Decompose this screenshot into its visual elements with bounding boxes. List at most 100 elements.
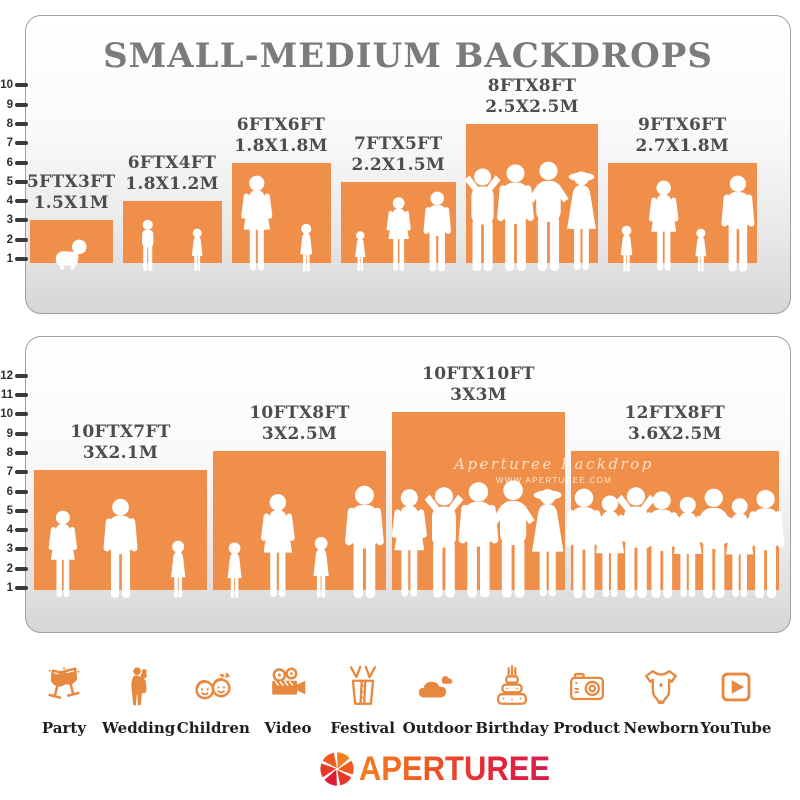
panel-bottom-backdrops: 1 2 3 4 5 6 7 8 9 10 11 12 10FTX7FT 3X2.1M 10FTX8FT 3X… [0, 336, 791, 633]
bar-size-m: 2.5X2.5M [485, 96, 579, 117]
people-silhouettes [141, 219, 203, 272]
ruler-tick-label: 6 [6, 485, 13, 498]
people-silhouettes [227, 485, 385, 598]
ruler-tick-mark [15, 218, 28, 223]
backdrop-bar-5ftx3ft: 5FTX3FT 1.5X1M [27, 172, 115, 271]
bar-size-label: 12FTX8FT 3.6X2.5M [625, 403, 726, 445]
ruler-tick-label: 2 [6, 562, 13, 575]
outdoor-icon [419, 676, 453, 698]
category-label: Video [264, 719, 312, 737]
product-icon [569, 672, 604, 701]
ruler-tick-mark [15, 393, 28, 397]
category-label: Wedding [102, 719, 176, 737]
ruler-tick-label: 12 [0, 369, 13, 382]
bar-size-ft: 9FTX6FT [638, 114, 727, 135]
aperture-icon [320, 752, 354, 786]
ruler-tick-5: 5 [7, 176, 28, 188]
people-silhouettes [620, 175, 755, 272]
watermark: Aperturee Backdrop WWW.APERTUREE.COM [429, 455, 679, 485]
category-label: Outdoor [402, 719, 472, 737]
backdrop-bar-12ftx8ft: 12FTX8FT 3.6X2.5M [564, 403, 785, 598]
ruler-tick-mark [15, 160, 28, 165]
ruler-tick-mark [15, 528, 28, 533]
category-label: Children [176, 719, 250, 737]
ruler-tick-11: 11 [0, 389, 28, 401]
category-label: Festival [330, 719, 395, 737]
bar-size-label: 6FTX4FT 1.8X1.2M [125, 153, 219, 195]
bar-size-label: 7FTX5FT 2.2X1.5M [351, 134, 445, 176]
ruler-tick-mark [15, 470, 28, 475]
bar-size-ft: 6FTX4FT [127, 153, 217, 174]
bar-size-label: 10FTX8FT 3X2.5M [249, 403, 350, 445]
bar-size-ft: 5FTX3FT [27, 172, 116, 193]
ruler-tick-label: 2 [6, 233, 13, 246]
bar-size-m: 3X2.1M [82, 443, 159, 464]
bar-size-m: 1.8X1.2M [125, 174, 219, 195]
bar-size-ft: 7FTX5FT [354, 133, 443, 154]
party-icon [48, 667, 80, 699]
birthday-icon [496, 664, 527, 705]
ruler-tick-mark [15, 237, 28, 242]
category-product: Product [553, 664, 621, 737]
people-silhouettes [55, 240, 87, 271]
ruler-tick-3: 3 [7, 215, 28, 226]
ruler-tick-9: 9 [6, 427, 28, 440]
people-silhouettes [48, 499, 186, 598]
ruler-tick-mark [15, 508, 28, 513]
ruler-tick-8: 8 [7, 118, 28, 130]
newborn-icon [645, 670, 678, 704]
category-youtube: YouTube [700, 664, 771, 737]
backdrop-bar-8ftx8ft: 8FTX8FT 2.5X2.5M [464, 76, 598, 271]
watermark-url: WWW.APERTUREE.COM [495, 476, 613, 485]
ruler-tick-label: 4 [6, 195, 13, 208]
category-label: Product [553, 719, 620, 737]
ruler-tick-1: 1 [7, 582, 28, 594]
bar-size-label: 6FTX6FT 1.8X1.8M [234, 115, 328, 157]
ruler-tick-label: 9 [6, 98, 13, 111]
category-wedding: Wedding [102, 664, 176, 737]
ruler-tick-9: 9 [6, 98, 28, 111]
bar-size-m: 2.2X1.5M [351, 154, 446, 175]
ruler-tick-label: 10 [0, 408, 13, 421]
ruler-tick-label: 8 [6, 446, 13, 459]
panel-top-backdrops: SMALL-MEDIUM BACKDROPS 1 2 3 4 5 6 7 8 9 10 5FTX3… [0, 15, 791, 314]
ruler-tick-mark [15, 179, 28, 184]
ruler-tick-mark [15, 489, 28, 494]
ruler-tick-8: 8 [6, 446, 28, 459]
ruler-tick-mark [15, 83, 28, 88]
category-newborn: Newborn [624, 664, 699, 737]
ruler-tick-label: 11 [0, 389, 13, 401]
ruler-tick-mark [15, 121, 28, 126]
ruler-tick-label: 7 [6, 137, 13, 150]
bar-size-m: 2.7X1.8M [635, 135, 730, 156]
ruler-tick-label: 9 [6, 427, 13, 440]
ruler-tick-label: 10 [0, 79, 13, 92]
category-birthday: Birthday [475, 664, 548, 737]
ruler-tick-mark [15, 373, 28, 378]
watermark-brand: Aperturee Backdrop [454, 455, 654, 473]
bar-size-label: 5FTX3FT 1.5X1M [27, 172, 115, 214]
page-title: SMALL-MEDIUM BACKDROPS [103, 36, 713, 76]
wedding-icon [131, 667, 147, 706]
ruler-tick-mark [15, 566, 28, 571]
ruler-tick-label: 1 [6, 253, 13, 265]
ruler-tick-7: 7 [7, 466, 28, 478]
people-silhouettes [240, 175, 312, 271]
ruler-tick-mark [15, 450, 28, 455]
category-children: Children [176, 664, 250, 737]
bar-size-ft: 6FTX6FT [236, 114, 326, 135]
category-party: Party [30, 664, 98, 737]
bar-size-m: 3.6X2.5M [628, 423, 722, 444]
ruler-tick-label: 6 [6, 156, 13, 169]
categories-row: Party Wedding [30, 664, 771, 737]
bars-top: 5FTX3FT 1.5X1M 6FTX4FT 1.8X1.2M 6FTX6FT 1.8X1… [27, 76, 757, 272]
ruler-tick-2: 2 [6, 562, 28, 575]
bar-size-m: 1.5X1M [33, 193, 109, 214]
category-label: Newborn [623, 719, 699, 737]
bar-size-ft: 10FTX10FT [422, 364, 535, 385]
people-silhouettes [391, 480, 564, 598]
brand-logo: APERTUREE [34, 749, 800, 788]
backdrop-bar-7ftx5ft: 7FTX5FT 2.2X1.5M [340, 134, 456, 272]
bars-bottom: 10FTX7FT 3X2.1M 10FTX8FT 3X2.5M 10FTX10FT 3X3… [34, 364, 785, 598]
backdrop-bar-6ftx6ft: 6FTX6FT 1.8X1.8M [231, 115, 331, 271]
